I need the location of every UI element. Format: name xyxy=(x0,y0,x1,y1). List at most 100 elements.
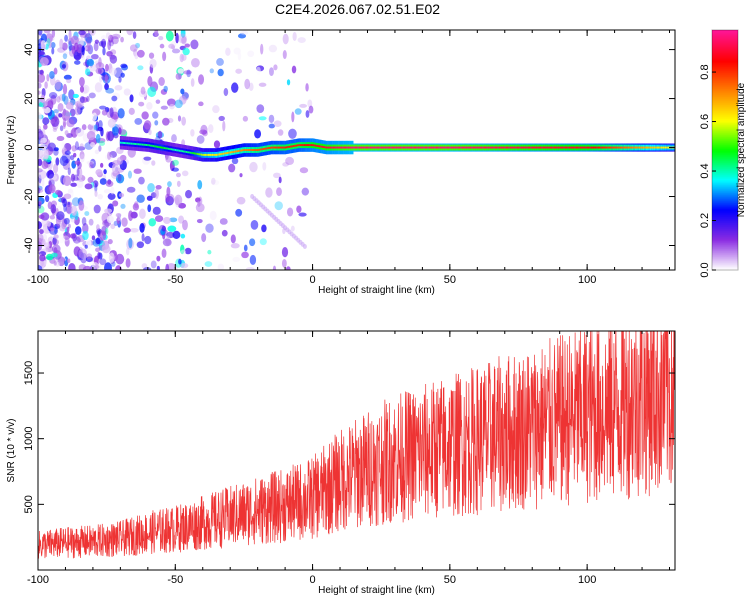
noise-blob xyxy=(56,95,61,103)
noise-blob xyxy=(63,203,67,213)
colorbar-swatch xyxy=(712,118,738,121)
ridge-core xyxy=(589,146,591,149)
ridge-core xyxy=(218,153,221,156)
ridge-core xyxy=(507,146,509,149)
ridge-core xyxy=(353,146,355,149)
ridge-core xyxy=(257,149,259,151)
colorbar-swatch xyxy=(712,64,738,67)
noise-blob xyxy=(63,217,70,225)
noise-blob xyxy=(95,237,101,245)
noise-blob xyxy=(217,68,224,77)
spectrogram-plot: -100 -50 0 50 100 -40 -20 0 20 40 Height of straig… xyxy=(6,29,676,296)
colorbar-swatch xyxy=(712,162,738,165)
ridge-core xyxy=(478,146,480,149)
noise-blob xyxy=(98,41,104,47)
noise-blob xyxy=(43,150,49,160)
noise-blob xyxy=(237,33,247,39)
noise-blob xyxy=(247,50,255,58)
colorbar-swatch xyxy=(712,224,738,227)
ridge-core xyxy=(163,147,166,150)
ridge-core xyxy=(511,146,513,149)
ridge-core xyxy=(568,146,571,149)
ridge-core xyxy=(582,146,585,149)
ridge-core xyxy=(307,144,310,147)
noise-blob xyxy=(104,83,109,91)
ridge-core xyxy=(376,146,379,149)
ridge-core xyxy=(533,146,535,149)
spectrogram-x-tick-label: -50 xyxy=(167,274,183,286)
noise-blob xyxy=(218,115,225,121)
ridge-core xyxy=(165,147,167,150)
noise-blob xyxy=(38,170,47,180)
noise-blob xyxy=(154,188,159,199)
ridge-core xyxy=(604,146,607,149)
ridge-core xyxy=(642,146,645,149)
colorbar-swatch xyxy=(712,40,738,43)
ridge-core xyxy=(339,146,342,149)
ridge-core xyxy=(607,146,609,149)
colorbar-swatch xyxy=(712,214,738,217)
colorbar-tick-label: 0.8 xyxy=(699,64,711,79)
noise-blob xyxy=(235,208,243,217)
noise-blob xyxy=(236,196,246,205)
ridge-core xyxy=(254,149,257,151)
noise-blob xyxy=(90,141,96,148)
colorbar-swatch xyxy=(712,112,738,115)
noise-blob xyxy=(178,95,187,105)
noise-blob xyxy=(250,219,259,230)
noise-blob xyxy=(282,50,287,60)
ridge-core xyxy=(152,145,155,148)
spectrogram-frame xyxy=(37,29,676,271)
ridge-core xyxy=(162,146,165,149)
ridge-core xyxy=(235,150,237,153)
noise-blob xyxy=(68,30,72,41)
ridge-core xyxy=(192,152,195,155)
ridge-core xyxy=(151,144,154,147)
colorbar-swatch xyxy=(712,264,738,267)
noise-blob xyxy=(129,94,134,103)
noise-blob xyxy=(205,223,214,233)
ridge-core xyxy=(574,146,576,149)
ridge-core xyxy=(572,146,575,149)
ridge-core xyxy=(618,146,620,149)
ridge-core xyxy=(527,146,530,149)
noise-blob xyxy=(260,43,264,55)
noise-blob xyxy=(137,65,144,71)
ridge-core xyxy=(299,144,302,147)
ridge-core xyxy=(588,146,590,149)
ridge-core xyxy=(225,152,228,155)
noise-blob xyxy=(262,161,267,171)
colorbar-swatch xyxy=(712,122,738,125)
noise-blob xyxy=(42,117,50,125)
ridge-core xyxy=(331,146,333,149)
colorbar-swatch xyxy=(712,104,738,107)
ridge-core xyxy=(424,146,427,149)
noise-blob xyxy=(129,227,139,233)
ridge-core xyxy=(148,144,151,147)
noise-blob xyxy=(156,265,160,270)
noise-blob xyxy=(242,115,249,122)
ridge-core xyxy=(611,146,613,149)
noise-blob xyxy=(199,129,208,135)
noise-blob xyxy=(79,76,85,87)
noise-blob xyxy=(65,158,70,164)
noise-blob xyxy=(141,111,149,120)
noise-blob xyxy=(51,30,56,38)
noise-blob xyxy=(52,127,58,133)
colorbar-swatch xyxy=(712,230,738,233)
noise-blob xyxy=(141,233,145,242)
noise-blob xyxy=(291,65,297,74)
noise-blob xyxy=(106,215,114,224)
ridge-core xyxy=(435,146,438,149)
colorbar-swatch xyxy=(712,266,738,269)
noise-blob xyxy=(111,95,118,102)
ridge-core xyxy=(638,146,641,149)
noise-blob xyxy=(281,246,289,258)
noise-blob xyxy=(159,43,165,49)
colorbar-swatch xyxy=(712,120,738,123)
noise-blob xyxy=(181,170,189,177)
ridge-core xyxy=(174,149,177,151)
ridge-core xyxy=(629,146,631,149)
noise-blob xyxy=(104,154,113,161)
ridge-core xyxy=(480,146,483,149)
